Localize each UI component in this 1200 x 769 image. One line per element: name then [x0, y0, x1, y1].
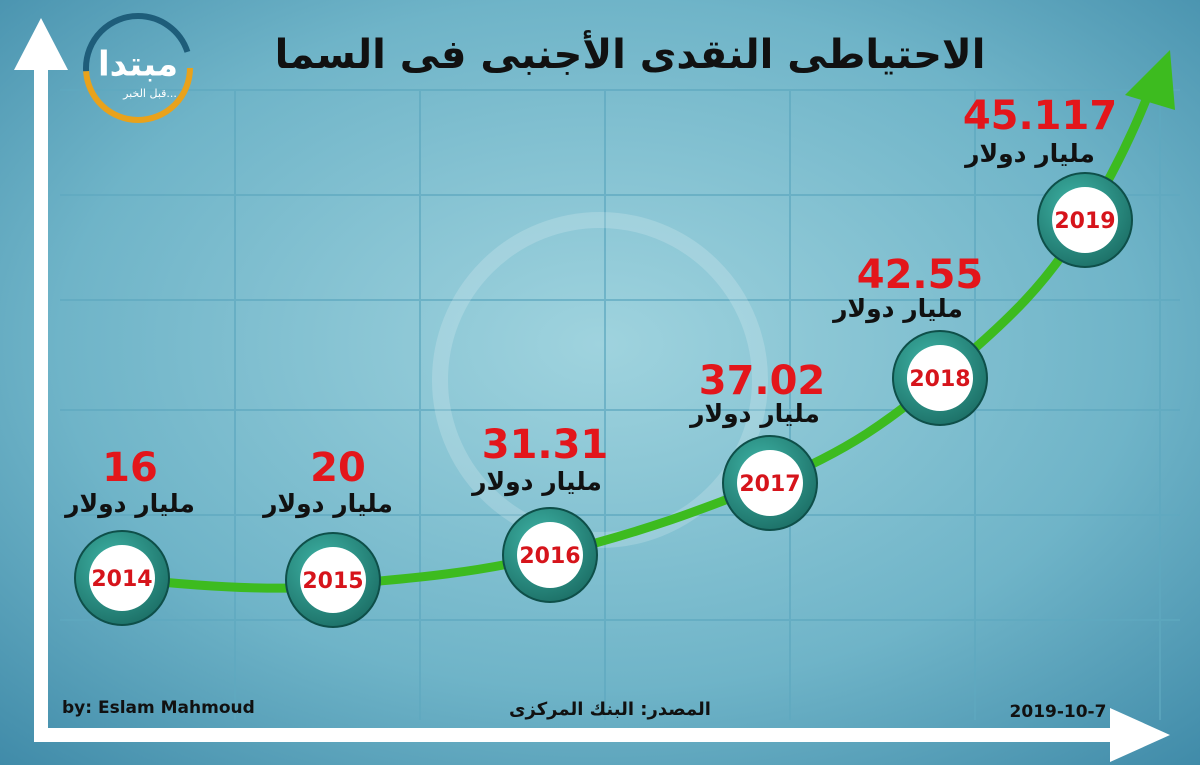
- unit-label: مليار دولار: [963, 139, 1095, 169]
- logo-tagline: قبل الخبر...: [122, 87, 177, 100]
- unit-label: مليار دولار: [261, 489, 393, 519]
- value-label: 16: [102, 445, 158, 491]
- value-label: 20: [310, 445, 366, 491]
- value-label: 31.31: [482, 422, 609, 468]
- source: المصدر: البنك المركزى: [509, 699, 711, 720]
- logo-name: مبتدا: [98, 45, 178, 85]
- unit-label: مليار دولار: [63, 489, 195, 519]
- year-label: 2017: [739, 472, 800, 497]
- curve-arrow: [1125, 50, 1175, 110]
- value-label: 45.117: [963, 93, 1117, 139]
- year-label: 2015: [302, 569, 363, 594]
- date: 2019-10-7: [1010, 702, 1107, 722]
- year-label: 2016: [519, 544, 580, 569]
- value-label: 42.55: [857, 252, 984, 298]
- year-label: 2018: [909, 367, 970, 392]
- year-disc: [907, 345, 973, 411]
- title: الاحتياطى النقدى الأجنبى فى السما: [275, 29, 986, 78]
- year-label: 2014: [91, 567, 152, 592]
- unit-label: مليار دولار: [831, 294, 963, 324]
- year-disc: [517, 522, 583, 588]
- unit-label: مليار دولار: [688, 399, 820, 429]
- year-disc: [89, 545, 155, 611]
- year-disc: [1052, 187, 1118, 253]
- axes: [14, 18, 1170, 762]
- year-disc: [300, 547, 366, 613]
- year-label: 2019: [1054, 209, 1115, 234]
- logo: مبتدا قبل الخبر...: [83, 13, 193, 123]
- unit-label: مليار دولار: [470, 467, 602, 497]
- year-disc: [737, 450, 803, 516]
- credit: by: Eslam Mahmoud: [62, 698, 255, 718]
- value-label: 37.02: [699, 358, 826, 404]
